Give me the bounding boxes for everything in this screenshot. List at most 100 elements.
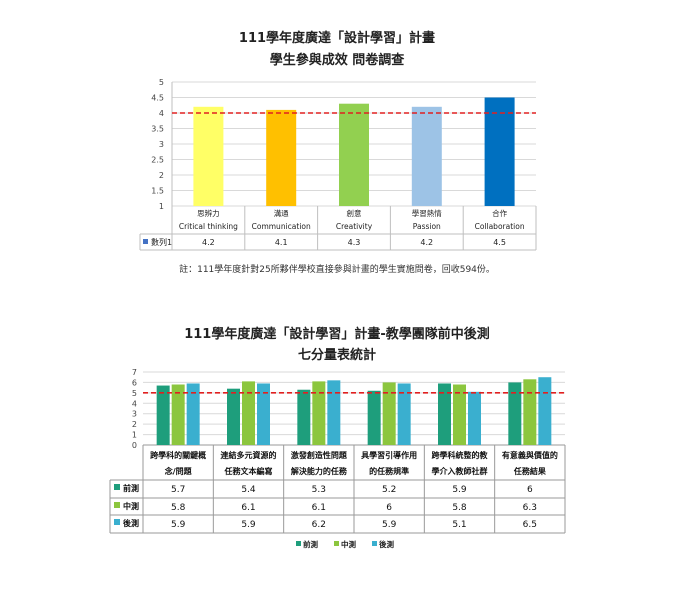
chart2-series-name: 前測: [123, 483, 139, 493]
chart2-category-line2: 任務結果: [513, 466, 546, 476]
chart2-value-label: 5.8: [452, 503, 467, 513]
chart2-bar: [327, 380, 341, 445]
chart2-legend-key: [296, 541, 301, 546]
chart2-bar: [382, 382, 396, 445]
chart2-plot: 01234567前測中測後測跨學科的關鍵概念/問題5.75.85.9連結多元資源…: [109, 368, 566, 549]
chart2-y-tick: 6: [132, 378, 137, 387]
chart2-series-name: 中測: [123, 501, 139, 511]
chart2-y-tick: 2: [132, 420, 137, 429]
chart2-series-key: [114, 519, 120, 525]
chart1-category-en: Collaboration: [475, 222, 525, 231]
chart2-value-label: 6.2: [312, 520, 326, 530]
chart1-value-label: 4.1: [275, 238, 288, 247]
chart2-y-tick: 7: [132, 368, 137, 377]
chart2-category-line1: 具學習引導作用: [361, 450, 417, 460]
chart2-category-line1: 連結多元資源的: [221, 450, 277, 460]
chart1-value-label: 4.2: [420, 238, 433, 247]
chart2-category-line1: 跨學科統整的教: [432, 450, 489, 460]
chart2-value-label: 5.8: [171, 503, 186, 513]
chart2-value-label: 6.1: [312, 503, 326, 513]
chart2-bar: [242, 381, 255, 445]
chart2-value-label: 5.1: [452, 520, 466, 530]
chart2-y-tick: 1: [132, 431, 137, 440]
chart2-bar: [312, 381, 326, 445]
chart2-y-tick: 0: [132, 441, 137, 450]
chart1-y-tick: 4: [159, 109, 164, 118]
chart2-bar: [453, 384, 466, 445]
chart2-value-label: 5.9: [382, 520, 397, 530]
chart2-y-tick: 5: [132, 389, 137, 398]
chart2-legend-key: [334, 541, 339, 546]
chart2-value-label: 6.5: [523, 520, 537, 530]
chart2-bar: [538, 377, 552, 445]
chart2-y-tick: 3: [132, 410, 137, 419]
chart1-y-tick: 3.5: [151, 125, 164, 134]
chart1-category-en: Communication: [252, 222, 311, 231]
chart1-value-label: 4.3: [348, 238, 361, 247]
chart1-value-label: 4.5: [493, 238, 506, 247]
chart2-value-label: 5.2: [382, 485, 396, 495]
chart1-category-zh: 溝通: [274, 208, 289, 218]
chart2-bar: [438, 383, 451, 445]
chart1-category-en: Passion: [413, 222, 441, 231]
chart2-value-label: 5.9: [241, 520, 256, 530]
chart2-bar: [508, 382, 522, 445]
chart1-y-tick: 2.5: [151, 156, 164, 165]
chart1-y-tick: 2: [159, 171, 164, 180]
chart2-category-line1: 激發創造性問題: [291, 450, 348, 460]
chart1-y-tick: 4.5: [151, 94, 164, 103]
chart2-value-label: 6: [527, 485, 533, 495]
chart2-value-label: 5.9: [452, 485, 467, 495]
chart2-bar: [257, 383, 270, 445]
chart2-bar: [171, 384, 185, 445]
chart2-value-label: 6.3: [523, 503, 537, 513]
chart2-bar: [367, 390, 381, 445]
chart2-series-key: [114, 502, 120, 508]
chart2-category-line2: 念/問題: [164, 466, 193, 476]
chart2-bar: [156, 385, 170, 445]
chart1-y-tick: 1: [159, 202, 164, 211]
chart2-value-label: 5.4: [241, 485, 256, 495]
chart2-bar: [297, 389, 311, 445]
chart2-y-tick: 4: [132, 399, 137, 408]
chart2-series-key: [114, 484, 120, 490]
chart1-bar: [411, 106, 442, 206]
chart1-category-zh: 創意: [347, 208, 362, 218]
chart1-category-zh: 合作: [492, 208, 507, 218]
chart1-plot: 1 1.5 2 2.5 3 3.5 4 4.5 5 數列1 思辨力 Critical thinking…: [139, 78, 537, 251]
chart1-bar: [484, 97, 515, 206]
chart2-legend-label: 前測: [303, 539, 318, 549]
chart1-series-name: 數列1: [151, 237, 172, 247]
chart2-value-label: 6.1: [241, 503, 255, 513]
chart1-bar: [339, 103, 369, 206]
chart2-category-line1: 跨學科的關鍵概: [150, 450, 206, 460]
chart2-category-line2: 任務文本編寫: [224, 466, 273, 476]
chart2-legend-label: 後測: [379, 539, 394, 549]
chart2-value-label: 6: [386, 503, 392, 513]
chart2-value-label: 5.7: [171, 485, 185, 495]
chart2-value-label: 5.9: [171, 520, 186, 530]
chart2-bar: [227, 388, 240, 445]
chart2-bar: [397, 383, 411, 445]
chart2-value-label: 5.3: [312, 485, 326, 495]
chart1-y-tick: 3: [159, 140, 164, 149]
chart1-title: 111學年度廣達「設計學習」計畫: [239, 30, 435, 46]
chart1-y-tick: 1.5: [151, 187, 164, 196]
chart2-bar: [523, 379, 537, 445]
chart1-bar: [193, 106, 224, 206]
chart1-category-en: Critical thinking: [179, 222, 238, 231]
chart2-legend-label: 中測: [341, 539, 356, 549]
chart1-category-en: Creativity: [336, 222, 373, 231]
chart1-value-label: 4.2: [202, 238, 215, 247]
chart1-category-zh: 思辨力: [197, 208, 220, 218]
chart1-category-zh: 學習熱情: [412, 208, 442, 218]
chart2-category-line2: 的任務規準: [369, 466, 409, 476]
chart1-bar: [266, 109, 297, 206]
chart2-bar: [186, 383, 200, 445]
chart1-y-tick: 5: [159, 78, 164, 87]
chart1-subtitle: 學生參與成效 問卷調查: [270, 52, 406, 68]
chart2-bar: [468, 391, 481, 445]
chart2-subtitle: 七分量表統計: [298, 347, 376, 363]
chart2-category-line2: 學介入教師社群: [432, 466, 488, 476]
survey-note: 註：111學年度針對25所夥伴學校直接參與計畫的學生實施問卷，回收594份。: [179, 263, 495, 275]
